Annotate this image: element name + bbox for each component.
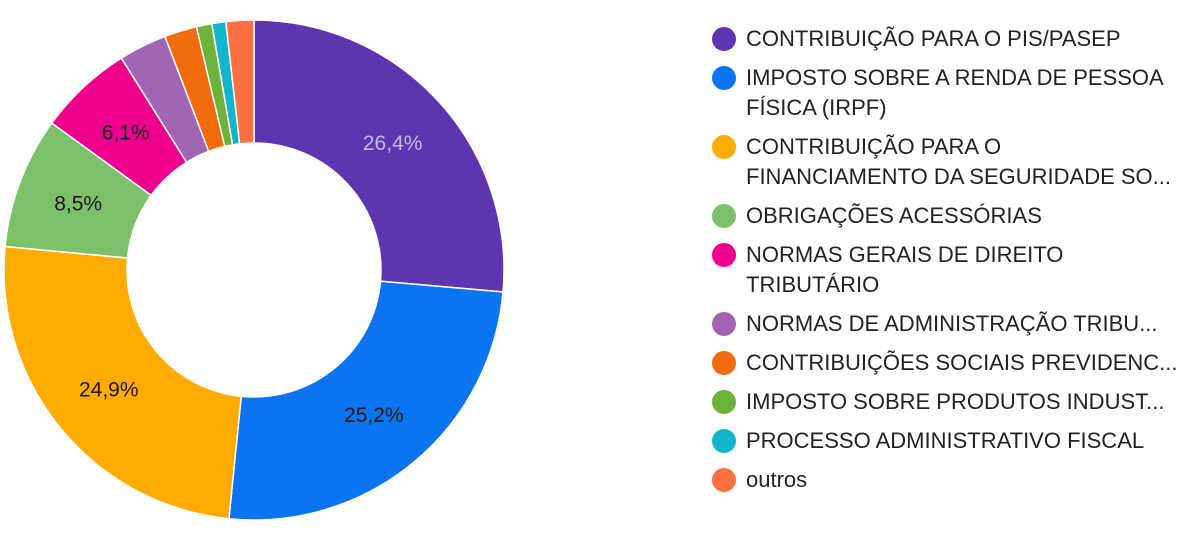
legend-swatch-3 bbox=[712, 135, 736, 159]
donut-slice-2[interactable] bbox=[228, 280, 504, 521]
legend-label-8: IMPOSTO SOBRE PRODUTOS INDUST... bbox=[746, 389, 1165, 414]
legend-item-10[interactable]: outros bbox=[712, 465, 1192, 495]
legend-swatch-1 bbox=[712, 27, 736, 51]
legend-label-3: CONTRIBUIÇÃO PARA O FINANCIAMENTO DA SEG… bbox=[746, 134, 1171, 189]
legend-label-1: CONTRIBUIÇÃO PARA O PIS/PASEP bbox=[746, 26, 1121, 51]
legend-label-10: outros bbox=[746, 467, 808, 492]
chart-legend: CONTRIBUIÇÃO PARA O PIS/PASEP IMPOSTO SOB… bbox=[712, 24, 1192, 504]
legend-label-7: CONTRIBUIÇÕES SOCIAIS PREVIDENC... bbox=[746, 350, 1178, 375]
donut-slice-3[interactable] bbox=[3, 245, 243, 520]
slice-value-label-2: 25,2% bbox=[344, 404, 404, 427]
donut-slice-1[interactable] bbox=[253, 19, 505, 293]
slice-value-label-3: 24,9% bbox=[79, 378, 139, 401]
donut-slice-10[interactable] bbox=[224, 19, 255, 145]
legend-label-2: IMPOSTO SOBRE A RENDA DE PESSOA FÍSICA (… bbox=[746, 65, 1163, 120]
legend-label-4: OBRIGAÇÕES ACESSÓRIAS bbox=[746, 203, 1042, 228]
legend-swatch-10 bbox=[712, 468, 736, 492]
legend-label-9: PROCESSO ADMINISTRATIVO FISCAL bbox=[746, 428, 1145, 453]
legend-swatch-5 bbox=[712, 243, 736, 267]
donut-svg: 26,4% 25,2% 24,9% 8,5% 6,1% bbox=[3, 19, 505, 521]
legend-item-8[interactable]: IMPOSTO SOBRE PRODUTOS INDUST... bbox=[712, 387, 1192, 417]
legend-swatch-7 bbox=[712, 351, 736, 375]
legend-swatch-6 bbox=[712, 312, 736, 336]
legend-item-2[interactable]: IMPOSTO SOBRE A RENDA DE PESSOA FÍSICA (… bbox=[712, 63, 1192, 123]
legend-item-4[interactable]: OBRIGAÇÕES ACESSÓRIAS bbox=[712, 201, 1192, 231]
legend-item-6[interactable]: NORMAS DE ADMINISTRAÇÃO TRIBU... bbox=[712, 309, 1192, 339]
legend-swatch-9 bbox=[712, 429, 736, 453]
legend-item-5[interactable]: NORMAS GERAIS DE DIREITO TRIBUTÁRIO bbox=[712, 240, 1192, 300]
legend-label-6: NORMAS DE ADMINISTRAÇÃO TRIBU... bbox=[746, 311, 1158, 336]
legend-item-3[interactable]: CONTRIBUIÇÃO PARA O FINANCIAMENTO DA SEG… bbox=[712, 132, 1192, 192]
slice-value-label-4: 8,5% bbox=[54, 193, 102, 216]
legend-swatch-8 bbox=[712, 390, 736, 414]
legend-item-9[interactable]: PROCESSO ADMINISTRATIVO FISCAL bbox=[712, 426, 1192, 456]
legend-swatch-2 bbox=[712, 66, 736, 90]
slice-value-label-5: 6,1% bbox=[102, 122, 150, 145]
legend-swatch-4 bbox=[712, 204, 736, 228]
legend-item-1[interactable]: CONTRIBUIÇÃO PARA O PIS/PASEP bbox=[712, 24, 1192, 54]
legend-item-7[interactable]: CONTRIBUIÇÕES SOCIAIS PREVIDENC... bbox=[712, 348, 1192, 378]
slice-value-label-1: 26,4% bbox=[363, 132, 423, 155]
legend-label-5: NORMAS GERAIS DE DIREITO TRIBUTÁRIO bbox=[746, 242, 1064, 297]
